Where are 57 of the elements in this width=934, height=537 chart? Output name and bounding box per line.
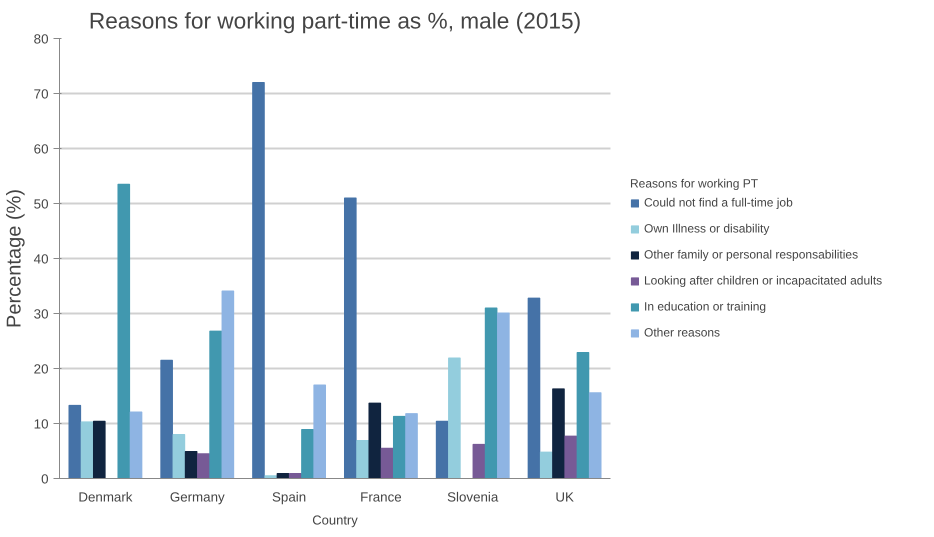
y-tick-label: 20: [34, 362, 49, 376]
legend-label: Other family or personal responsabilities: [644, 248, 858, 262]
bar: [197, 453, 210, 478]
y-tick-label: 10: [34, 416, 49, 432]
legend-label: Could not find a full-time job: [644, 196, 793, 210]
bar: [405, 413, 418, 478]
legend-label: In education or training: [644, 300, 766, 314]
bar: [301, 429, 314, 478]
x-tick-label: France: [360, 490, 402, 504]
y-tick-label: 80: [34, 32, 49, 46]
bar: [472, 444, 486, 478]
bar: [222, 290, 234, 478]
y-tick-label: 0: [41, 472, 49, 486]
y-tick-label: 70: [34, 86, 49, 102]
bar: [160, 360, 173, 478]
bar: [68, 404, 82, 478]
y-axis-title: Percentage (%): [4, 189, 26, 328]
bar: [552, 388, 565, 478]
legend-label: Looking after children or incapacitated adults: [644, 274, 882, 288]
x-tick-label: Germany: [170, 490, 225, 504]
chart-title: Reasons for working part-time as %, male (2015): [88, 8, 582, 34]
bar: [172, 434, 186, 478]
bar: [576, 352, 590, 478]
bar: [392, 416, 406, 478]
y-tick-label: 50: [34, 196, 49, 212]
bar: [356, 440, 369, 478]
bar: [184, 451, 198, 478]
bar: [528, 298, 540, 478]
bar: [484, 308, 498, 478]
bar: [209, 330, 222, 478]
bar: [117, 184, 130, 478]
x-tick-label: Spain: [272, 490, 306, 504]
bar: [92, 420, 106, 478]
bar: [436, 420, 448, 478]
x-tick-label: UK: [555, 490, 574, 504]
bar: [80, 421, 94, 478]
legend-label: Other reasons: [644, 326, 720, 340]
x-tick-label: Slovenia: [447, 490, 499, 504]
bar: [497, 312, 510, 478]
bar: [344, 198, 357, 478]
y-tick-label: 40: [34, 252, 49, 266]
bar: [313, 384, 326, 478]
bar: [276, 473, 290, 478]
bar: [564, 436, 578, 478]
bar: [448, 358, 461, 478]
bar: [130, 411, 142, 478]
bar: [540, 452, 553, 478]
x-axis-title: Country: [312, 512, 358, 528]
legend-title: Reasons for working PT: [630, 176, 760, 190]
x-tick-label: Denmark: [78, 490, 133, 504]
y-tick-label: 30: [34, 306, 49, 322]
y-tick-label: 60: [34, 142, 49, 156]
bar: [588, 392, 602, 478]
bar: [252, 82, 265, 478]
bar: [368, 402, 382, 478]
legend-label: Own Illness or disability: [644, 222, 770, 236]
bar: [380, 448, 394, 478]
